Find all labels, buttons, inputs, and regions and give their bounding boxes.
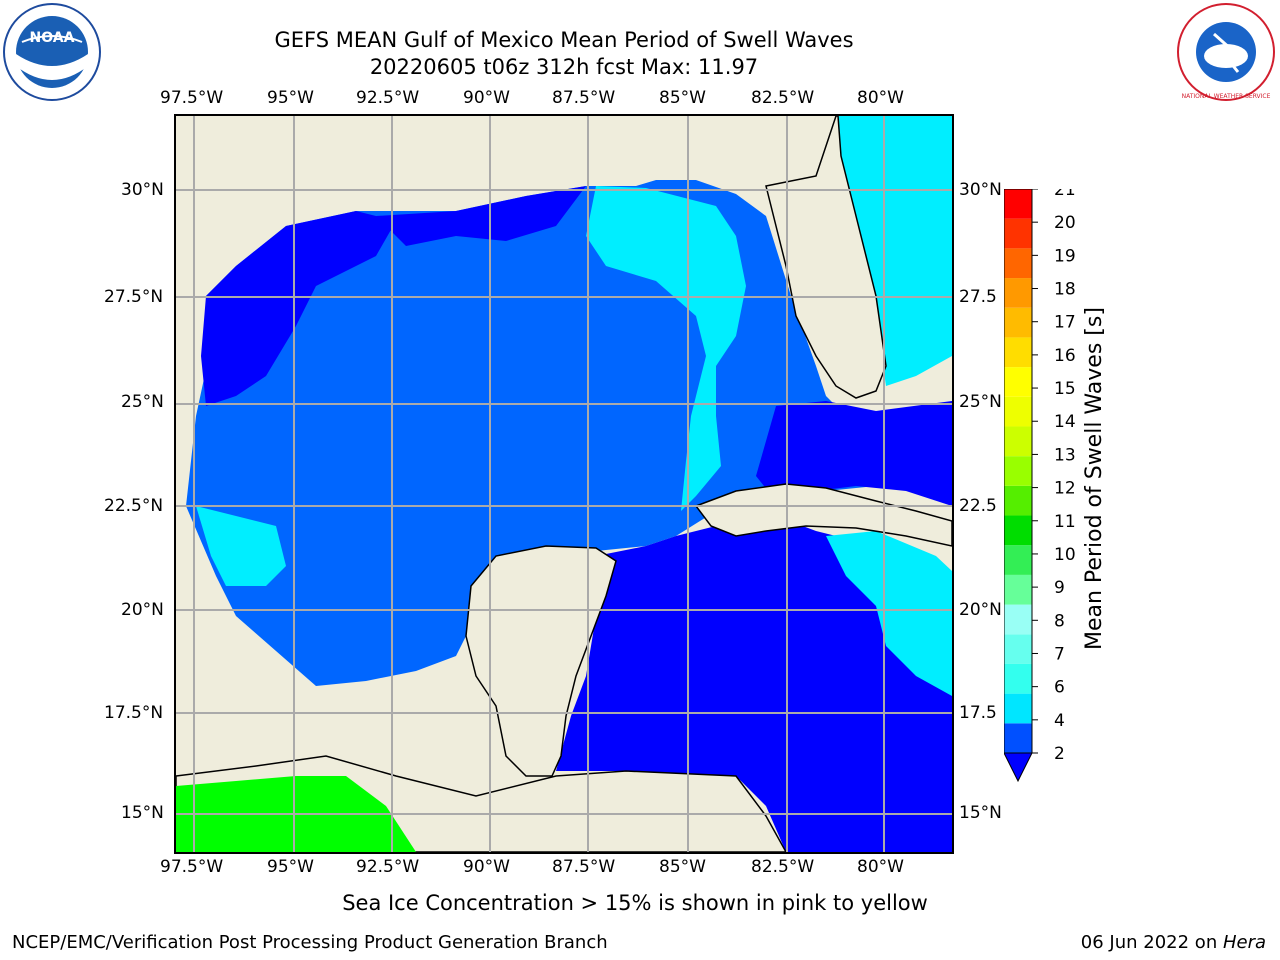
colorbar-swatch xyxy=(1004,367,1032,397)
lat-label: 22.5°N xyxy=(104,496,164,516)
colorbar-swatch xyxy=(1004,634,1032,664)
colorbar-swatch xyxy=(1004,723,1032,753)
cyan-water-atlantic xyxy=(836,116,952,386)
lat-label: 20°N xyxy=(959,600,1002,620)
colorbar-tick-label: 21 xyxy=(1054,189,1076,200)
footer-right: 06 Jun 2022 on Hera xyxy=(1081,932,1266,953)
lat-label: 20°N xyxy=(121,600,164,620)
colorbar-tick-label: 9 xyxy=(1054,578,1065,598)
colorbar-tick-label: 17 xyxy=(1054,313,1076,333)
colorbar-swatch xyxy=(1004,278,1032,308)
lat-label: 25°N xyxy=(121,392,164,412)
colorbar-swatch xyxy=(1004,574,1032,605)
colorbar-extend-triangle xyxy=(1003,752,1033,783)
lon-label: 92.5°W xyxy=(356,88,420,108)
colorbar-tick-label: 19 xyxy=(1054,246,1076,266)
colorbar-tick-label: 2 xyxy=(1054,744,1065,764)
colorbar-swatch xyxy=(1004,604,1032,635)
lon-label: 90°W xyxy=(463,88,510,108)
cuba-land xyxy=(694,483,952,547)
lon-label: 80°W xyxy=(857,857,904,877)
lon-label: 90°W xyxy=(463,857,510,877)
colorbar-svg: 2 4 6 7 8 9 10 11 12 13 14 15 16 17 18 19 20 21 xyxy=(1003,180,1076,783)
lon-label: 95°W xyxy=(267,88,314,108)
colorbar-swatch xyxy=(1004,545,1032,575)
colorbar-tick-label: 11 xyxy=(1054,512,1076,532)
colorbar-tick-label: 10 xyxy=(1054,545,1076,565)
colorbar-tick-label: 7 xyxy=(1054,644,1065,664)
colorbar-tick-label: 15 xyxy=(1054,379,1076,399)
graticule xyxy=(176,116,952,852)
lon-label: 97.5°W xyxy=(160,857,224,877)
colorbar-swatch xyxy=(1004,189,1032,219)
noaa-logo: NOAA xyxy=(3,3,101,101)
colorbar-tick-label: 18 xyxy=(1054,280,1076,300)
lon-label: 80°W xyxy=(857,88,904,108)
deep-water-n xyxy=(376,186,586,246)
lon-label: 95°W xyxy=(267,857,314,877)
colorbar-outline xyxy=(1003,188,1033,754)
chart-subtitle: 20220605 t06z 312h fcst Max: 11.97 xyxy=(369,55,759,79)
deep-water-caribbean xyxy=(556,516,952,852)
colorbar-swatch xyxy=(1004,663,1032,694)
noaa-logo-text: NOAA xyxy=(30,30,75,46)
colorbar-swatch xyxy=(1004,426,1032,457)
lat-label: 17.5°N xyxy=(104,703,164,723)
colorbar-tick-label: 20 xyxy=(1054,213,1076,233)
colorbar-swatch xyxy=(1004,337,1032,368)
footer-host: Hera xyxy=(1222,932,1266,953)
deep-water-straits xyxy=(756,401,952,506)
colorbar-label: Mean Period of Swell Waves [s] xyxy=(1082,307,1107,650)
sea-ice-note-text: Sea Ice Concentration > 15% is shown in … xyxy=(342,891,928,915)
lon-label: 87.5°W xyxy=(552,88,616,108)
lat-label: 17.5 xyxy=(959,703,997,723)
colorbar-swatch xyxy=(1004,693,1032,724)
colorbar: 2 4 6 7 8 9 10 11 12 13 14 15 16 17 18 19 20 21 xyxy=(1003,180,1076,793)
gulf-water xyxy=(186,180,952,686)
lat-label: 27.5°N xyxy=(104,287,164,307)
colorbar-swatch xyxy=(1004,218,1032,249)
lon-label: 87.5°W xyxy=(552,857,616,877)
lat-label: 30°N xyxy=(959,180,1002,200)
colorbar-tick-label: 6 xyxy=(1054,678,1065,698)
lon-label: 92.5°W xyxy=(356,857,420,877)
lat-label: 25°N xyxy=(959,392,1002,412)
colorbar-tick-label: 13 xyxy=(1054,445,1076,465)
map-svg xyxy=(176,116,952,852)
lat-label: 15°N xyxy=(959,803,1002,823)
colorbar-tick-label: 8 xyxy=(1054,611,1065,631)
footer-left: NCEP/EMC/Verification Post Processing Pr… xyxy=(12,932,608,953)
sea-ice-note: Sea Ice Concentration > 15% is shown in … xyxy=(0,891,1280,915)
colorbar-tick-label: 14 xyxy=(1054,412,1076,432)
colorbar-swatch xyxy=(1004,307,1032,338)
lat-label: 30°N xyxy=(121,180,164,200)
cyan-water-carib-east xyxy=(826,531,952,696)
colorbar-tick-label: 12 xyxy=(1054,479,1076,499)
colorbar-tick-label: 4 xyxy=(1054,711,1065,731)
cyan-water-east xyxy=(586,186,746,511)
colorbar-swatch xyxy=(1004,456,1032,486)
colorbar-swatch xyxy=(1004,485,1032,516)
colorbar-tick-label: 16 xyxy=(1054,346,1076,366)
florida-land xyxy=(765,116,887,399)
cyan-water-sw xyxy=(196,506,286,586)
lat-label: 15°N xyxy=(121,803,164,823)
lat-label: 27.5 xyxy=(959,287,997,307)
footer-date: 06 Jun 2022 on xyxy=(1080,932,1223,953)
lat-label: 22.5 xyxy=(959,496,997,516)
colorbar-swatch xyxy=(1004,248,1032,279)
lon-label: 82.5°W xyxy=(751,88,815,108)
gulf-map xyxy=(174,114,954,854)
lon-label: 85°W xyxy=(659,857,706,877)
lon-label: 85°W xyxy=(659,88,706,108)
deep-water-nw xyxy=(201,211,396,406)
chart-title: GEFS MEAN Gulf of Mexico Mean Period of … xyxy=(274,28,854,52)
lon-label: 82.5°W xyxy=(751,857,815,877)
nws-logo-text: NATIONAL WEATHER SERVICE xyxy=(1182,93,1271,100)
nws-logo: NATIONAL WEATHER SERVICE xyxy=(1177,3,1275,101)
colorbar-swatch xyxy=(1004,396,1032,427)
lon-label: 97.5°W xyxy=(160,88,224,108)
colorbar-swatch xyxy=(1004,515,1032,546)
